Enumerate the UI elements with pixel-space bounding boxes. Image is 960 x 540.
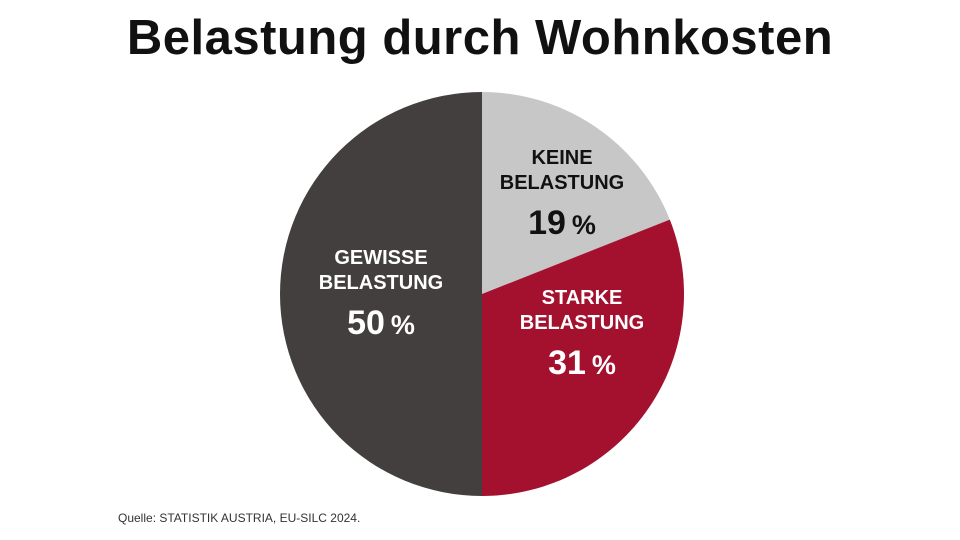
pie-slice: [280, 92, 482, 496]
pie-slice: [482, 92, 670, 294]
slice-label: KEINE BELASTUNG: [500, 147, 624, 194]
slice-label: STARKE BELASTUNG: [520, 287, 644, 334]
pie-slice: [482, 219, 684, 496]
slice-value-label: 50%: [347, 304, 415, 342]
slice-value-label: 31%: [548, 344, 616, 382]
slice-label: GEWISSE BELASTUNG: [319, 247, 443, 294]
pie-labels: KEINE BELASTUNG 19 % STARKE BELASTUNG 31 % GEWIS…: [319, 147, 644, 382]
pie-slices: [280, 92, 684, 496]
source-note: Quelle: STATISTIK AUSTRIA, EU-SILC 2024.: [118, 511, 361, 525]
slice-value-label: 19%: [528, 204, 596, 242]
chart-title: Belastung durch Wohnkosten: [126, 11, 834, 65]
